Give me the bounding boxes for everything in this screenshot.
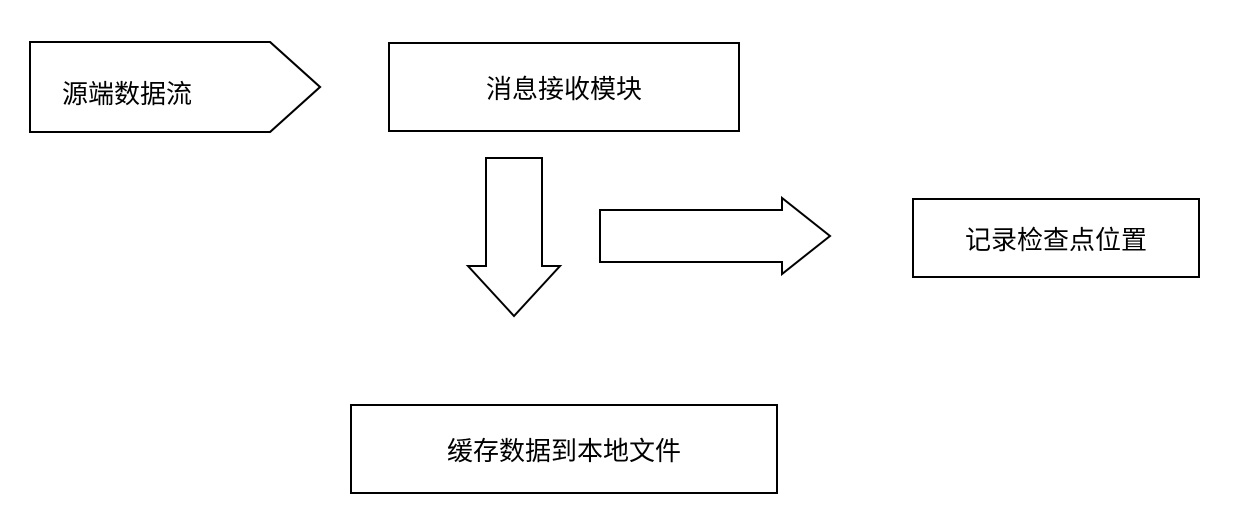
down-arrow xyxy=(468,158,560,316)
cache-file-label: 缓存数据到本地文件 xyxy=(447,431,681,468)
message-receive-module-label: 消息接收模块 xyxy=(486,69,642,106)
cache-file-box: 缓存数据到本地文件 xyxy=(350,404,778,494)
source-data-flow-label: 源端数据流 xyxy=(62,74,192,111)
checkpoint-box: 记录检查点位置 xyxy=(912,198,1200,278)
message-receive-module-box: 消息接收模块 xyxy=(388,42,740,132)
right-arrow xyxy=(600,198,830,274)
checkpoint-label: 记录检查点位置 xyxy=(965,220,1147,257)
diagram-canvas: 源端数据流 消息接收模块 记录检查点位置 缓存数据到本地文件 xyxy=(0,0,1240,525)
